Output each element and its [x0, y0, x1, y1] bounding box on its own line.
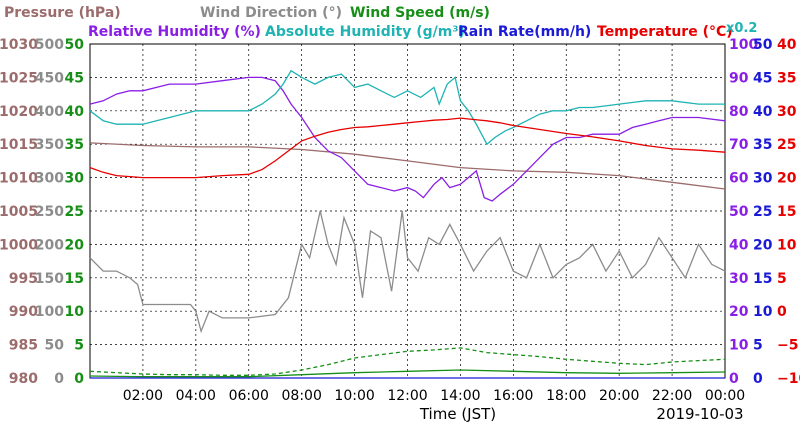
tick-label-temperature: 0	[777, 304, 787, 320]
tick-label-wind_dir: 0	[54, 371, 64, 387]
tick-label-rel_humidity: 50	[729, 204, 749, 220]
tick-label-rain_rate: 40	[753, 104, 773, 120]
tick-label-rel_humidity: 40	[729, 237, 749, 253]
tick-label-pressure: 980	[9, 371, 38, 387]
tick-label-rain_rate: 30	[753, 171, 773, 187]
series-line-7	[89, 117, 726, 179]
tick-label-rel_humidity: 90	[729, 70, 749, 86]
x-tick-label: 02:00	[123, 388, 163, 404]
legend-wind_dir: Wind Direction (°)	[200, 5, 342, 21]
tick-label-wind_speed: 35	[65, 137, 84, 153]
series-line-5	[89, 69, 725, 146]
tick-label-wind_speed: 25	[65, 204, 84, 220]
axes-group: 1030102510201015101010051000995990985980…	[0, 37, 800, 404]
tick-label-temperature: −10	[777, 371, 800, 387]
x-tick-label: 16:00	[493, 388, 533, 404]
series-line-2	[89, 347, 726, 376]
x-tick-label: 18:00	[546, 388, 586, 404]
tick-label-wind_dir: 150	[35, 271, 64, 287]
tick-label-temperature: −5	[777, 338, 798, 354]
tick-label-pressure: 1010	[0, 171, 38, 187]
tick-label-wind_dir: 300	[35, 171, 64, 187]
tick-label-pressure: 990	[9, 304, 38, 320]
tick-label-wind_speed: 40	[65, 104, 85, 120]
tick-label-wind_dir: 50	[45, 338, 65, 354]
tick-label-pressure: 1020	[0, 104, 38, 120]
series-group	[89, 69, 726, 379]
tick-label-rel_humidity: 20	[729, 304, 749, 320]
tick-label-wind_speed: 15	[65, 271, 84, 287]
tick-label-wind_dir: 500	[35, 37, 64, 53]
tick-label-pressure: 1030	[0, 37, 38, 53]
tick-label-rain_rate: 10	[753, 304, 773, 320]
tick-label-wind_dir: 450	[35, 70, 64, 86]
x-tick-label: 06:00	[229, 388, 269, 404]
tick-label-temperature: 20	[777, 171, 797, 187]
tick-label-temperature: 15	[777, 204, 796, 220]
tick-label-rel_humidity: 0	[729, 371, 739, 387]
x-axis-label: Time (JST)	[419, 405, 496, 423]
tick-label-pressure: 985	[9, 338, 38, 354]
tick-label-wind_dir: 200	[35, 237, 64, 253]
tick-label-rain_rate: 20	[753, 237, 773, 253]
tick-label-rain_rate: 5	[753, 338, 763, 354]
tick-label-wind_dir: 100	[35, 304, 64, 320]
tick-label-pressure: 1025	[0, 70, 38, 86]
tick-label-wind_dir: 400	[35, 104, 64, 120]
tick-label-wind_dir: 250	[35, 204, 64, 220]
tick-label-rain_rate: 50	[753, 37, 773, 53]
legend-rel_humidity: Relative Humidity (%)	[88, 24, 261, 40]
legend-rain_rate: Rain Rate(mm/h)	[458, 24, 591, 40]
tick-label-temperature: 40	[777, 37, 797, 53]
series-line-3	[89, 369, 726, 378]
tick-label-wind_speed: 30	[65, 171, 85, 187]
x-tick-label: 12:00	[387, 388, 427, 404]
tick-label-temperature: 30	[777, 104, 797, 120]
legend-temperature: Temperature (°C)	[597, 24, 733, 40]
x-tick-label: 14:00	[440, 388, 480, 404]
legend-abs_humidity: Absolute Humidity (g/m³)	[265, 24, 465, 40]
tick-label-wind_speed: 50	[65, 37, 85, 53]
tick-label-rain_rate: 0	[753, 371, 763, 387]
tick-label-wind_dir: 350	[35, 137, 64, 153]
x-tick-label: 22:00	[652, 388, 692, 404]
tick-label-rel_humidity: 10	[729, 338, 749, 354]
tick-label-rel_humidity: 30	[729, 271, 749, 287]
tick-label-temperature: 10	[777, 237, 797, 253]
tick-label-wind_speed: 10	[65, 304, 85, 320]
abs-humidity-scale-note: x0.2	[726, 21, 757, 36]
tick-label-pressure: 1005	[0, 204, 38, 220]
x-tick-label: 08:00	[282, 388, 322, 404]
tick-label-pressure: 1000	[0, 237, 38, 253]
legend: Pressure (hPa) Wind Direction (°) Wind Spe…	[4, 5, 757, 40]
series-line-1	[89, 210, 726, 334]
tick-label-wind_speed: 0	[74, 371, 84, 387]
tick-label-pressure: 995	[9, 271, 38, 287]
x-tick-label: 00:00	[705, 388, 745, 404]
tick-label-wind_speed: 5	[74, 338, 84, 354]
tick-label-pressure: 1015	[0, 137, 38, 153]
tick-label-temperature: 25	[777, 137, 796, 153]
tick-label-wind_speed: 20	[65, 237, 85, 253]
tick-label-rain_rate: 15	[753, 271, 772, 287]
legend-wind_speed: Wind Speed (m/s)	[350, 5, 490, 21]
tick-label-rain_rate: 25	[753, 204, 772, 220]
tick-label-rel_humidity: 80	[729, 104, 749, 120]
x-tick-label: 20:00	[599, 388, 639, 404]
tick-label-rel_humidity: 60	[729, 171, 749, 187]
x-tick-label: 10:00	[334, 388, 374, 404]
legend-pressure: Pressure (hPa)	[4, 5, 121, 21]
tick-label-wind_speed: 45	[65, 70, 84, 86]
tick-label-temperature: 35	[777, 70, 796, 86]
tick-label-rel_humidity: 100	[729, 37, 758, 53]
tick-label-temperature: 5	[777, 271, 787, 287]
series-line-0	[89, 142, 726, 190]
date-label: 2019-10-03	[656, 405, 743, 423]
tick-label-rain_rate: 35	[753, 137, 772, 153]
grid	[90, 44, 725, 378]
x-tick-label: 04:00	[176, 388, 216, 404]
tick-label-rel_humidity: 70	[729, 137, 749, 153]
tick-label-rain_rate: 45	[753, 70, 772, 86]
